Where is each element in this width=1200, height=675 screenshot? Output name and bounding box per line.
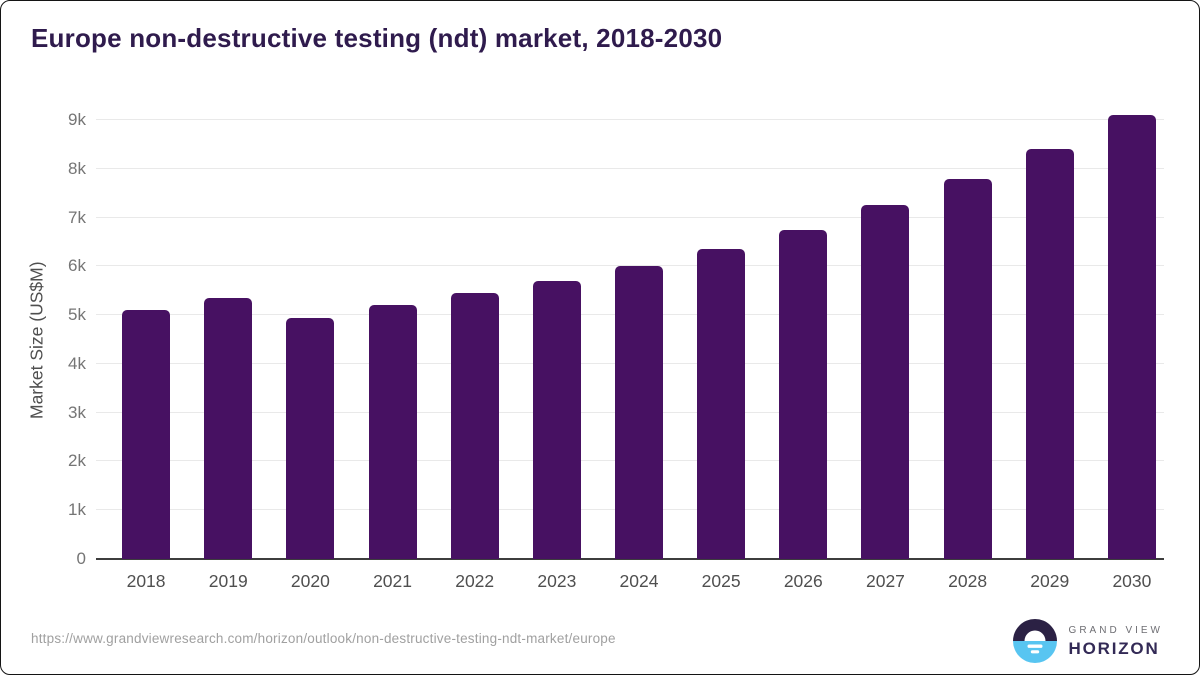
gridline-6k — [96, 265, 1164, 267]
gridline-8k — [96, 167, 1164, 169]
bar-2024 — [615, 266, 663, 559]
y-tick-label-0: 0 — [76, 549, 86, 568]
bar-2022 — [450, 293, 499, 559]
bar-2030 — [1107, 115, 1156, 559]
bar-2018 — [122, 310, 171, 559]
x-label-2027: 2027 — [865, 571, 905, 591]
y-tick-label-5k: 5k — [68, 305, 86, 325]
y-tick-label-6k: 6k — [68, 256, 86, 276]
x-label-2019: 2019 — [208, 571, 248, 591]
bar-2027 — [861, 205, 910, 559]
y-tick-label-2k: 2k — [68, 451, 86, 471]
bar-2021 — [368, 305, 417, 559]
y-axis-title: Market Size (US$M) — [26, 261, 47, 419]
bar-2028 — [943, 178, 992, 559]
horizon-sunset-circle-icon — [1012, 619, 1057, 663]
y-tick-label-4k: 4k — [68, 353, 86, 373]
y-tick-label-1k: 1k — [68, 500, 86, 520]
plot-area: 0 1k 2k 3k 4k 5k 6k 7k 8k 9k 2018 2019 2020 2021 2022 2… — [68, 101, 1164, 591]
brand-logo-text: GRAND VIEW HORIZON — [1068, 624, 1163, 658]
x-label-2025: 2025 — [701, 571, 741, 591]
bar-2023 — [532, 280, 581, 559]
x-label-2018: 2018 — [126, 571, 166, 591]
bar-2025 — [697, 249, 746, 559]
x-label-2023: 2023 — [537, 571, 577, 591]
y-tick-label-7k: 7k — [68, 207, 86, 227]
gridline-7k — [96, 216, 1164, 218]
bar-2029 — [1025, 149, 1074, 559]
x-label-2021: 2021 — [373, 571, 412, 591]
x-label-2026: 2026 — [783, 571, 823, 591]
y-tick-label-9k: 9k — [68, 110, 86, 129]
x-label-2029: 2029 — [1030, 571, 1070, 591]
bar-2019 — [204, 298, 253, 559]
y-tick-label-3k: 3k — [68, 402, 86, 422]
bar-2020 — [286, 317, 335, 559]
x-axis-line — [96, 558, 1164, 560]
brand-name-horizon: HORIZON — [1068, 638, 1160, 658]
brand-name-grand-view: GRAND VIEW — [1068, 624, 1163, 636]
x-label-2030: 2030 — [1112, 571, 1152, 591]
gridline-9k — [96, 119, 1164, 120]
x-label-2024: 2024 — [619, 571, 659, 591]
source-url: https://www.grandviewresearch.com/horizo… — [31, 631, 616, 646]
x-label-2020: 2020 — [290, 571, 330, 591]
x-label-2022: 2022 — [455, 571, 495, 591]
y-tick-label-8k: 8k — [68, 158, 86, 178]
x-label-2028: 2028 — [948, 571, 988, 591]
page-title: Europe non-destructive testing (ndt) mar… — [31, 23, 723, 53]
bar-2026 — [779, 229, 828, 559]
brand-logo: GRAND VIEW HORIZON — [1012, 618, 1163, 664]
